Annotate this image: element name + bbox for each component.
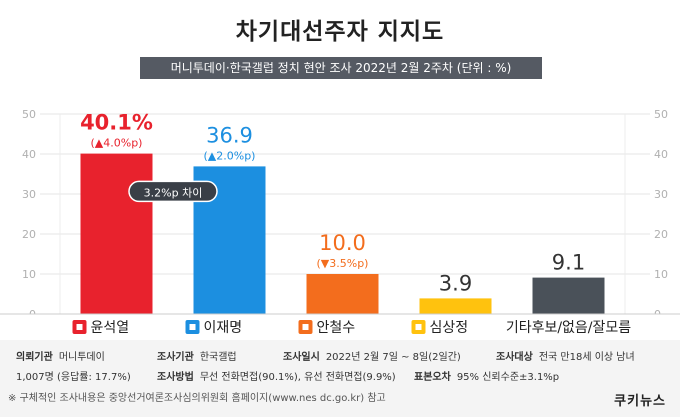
category-label: 윤석열 bbox=[91, 320, 130, 336]
bar bbox=[532, 277, 605, 314]
value-label: 40.1% bbox=[80, 111, 153, 135]
y-tick-label: 40 bbox=[22, 148, 36, 161]
client-label: 의뢰기관 bbox=[16, 352, 53, 363]
date-value: 2022년 2월 7일 ~ 8일(2일간) bbox=[325, 352, 461, 363]
y-tick-label-right: 50 bbox=[654, 108, 668, 121]
change-label: (▲2.0%p) bbox=[204, 149, 256, 162]
party-icon-mark bbox=[302, 324, 309, 330]
value-label: 36.9 bbox=[206, 123, 253, 147]
change-label: (▲4.0%p) bbox=[91, 137, 143, 150]
party-icon-mark bbox=[415, 324, 422, 330]
value-label: 3.9 bbox=[439, 271, 472, 295]
value-label: 10.0 bbox=[319, 231, 366, 255]
brand-logo: 쿠키뉴스 bbox=[614, 394, 666, 409]
party-icon-mark bbox=[76, 324, 83, 330]
category-band bbox=[0, 314, 680, 340]
y-tick-label-right: 40 bbox=[654, 148, 668, 161]
y-tick-label-right: 10 bbox=[654, 268, 668, 281]
party-icon-mark bbox=[189, 324, 196, 330]
client-value: 머니투데이 bbox=[58, 352, 105, 363]
error-label: 표본오차 bbox=[414, 372, 451, 383]
chart-title: 차기대선주자 지지도 bbox=[235, 19, 445, 45]
gap-annotation-box bbox=[128, 180, 218, 203]
agency-value: 한국갤럽 bbox=[199, 352, 237, 363]
footnote: ※ 구체적인 조사내용은 중앙선거여론조사심의위원회 홈페이지(www.nes … bbox=[8, 393, 386, 404]
bar bbox=[419, 298, 492, 314]
survey-info: 의뢰기관 머니투데이 조사기관 한국갤럽 조사일시 2022년 2월 7일 ~ 8일(… bbox=[0, 340, 680, 417]
y-tick-label-right: 20 bbox=[654, 228, 668, 241]
error-value: 95% 신뢰수준±3.1%p bbox=[456, 372, 560, 383]
target-value: 전국 만18세 이상 남녀 bbox=[538, 352, 635, 363]
y-tick-label-right: 30 bbox=[654, 188, 668, 201]
date-label: 조사일시 bbox=[283, 352, 320, 363]
agency-label: 조사기관 bbox=[157, 352, 194, 363]
target-label: 조사대상 bbox=[496, 352, 533, 363]
y-tick-label: 30 bbox=[22, 188, 36, 201]
sample-value: 1,007명 (응답률: 17.7%) bbox=[16, 372, 131, 383]
category-label: 안철수 bbox=[317, 320, 356, 336]
method-value: 무선 전화면접(90.1%), 유선 전화면접(9.9%) bbox=[199, 372, 396, 383]
y-tick-label: 10 bbox=[22, 268, 36, 281]
value-label: 9.1 bbox=[552, 251, 585, 275]
bar bbox=[306, 274, 379, 314]
y-tick-label: 50 bbox=[22, 108, 36, 121]
gap-annotation: 3.2%p 차이 bbox=[144, 186, 203, 199]
category-label: 심상정 bbox=[430, 320, 469, 336]
category-label: 기타후보/없음/잘모름 bbox=[506, 320, 631, 336]
y-tick-label: 20 bbox=[22, 228, 36, 241]
method-label: 조사방법 bbox=[157, 372, 194, 383]
bar-chart: 0010102020303040405050 40.1%(▲4.0%p)36.9… bbox=[0, 108, 680, 340]
bar bbox=[80, 153, 153, 314]
category-label: 이재명 bbox=[204, 320, 243, 336]
change-label: (▼3.5%p) bbox=[317, 257, 369, 270]
chart-subtitle: 머니투데이·한국갤럽 정치 현안 조사 2022년 2월 2주차 (단위 : %… bbox=[140, 57, 542, 79]
